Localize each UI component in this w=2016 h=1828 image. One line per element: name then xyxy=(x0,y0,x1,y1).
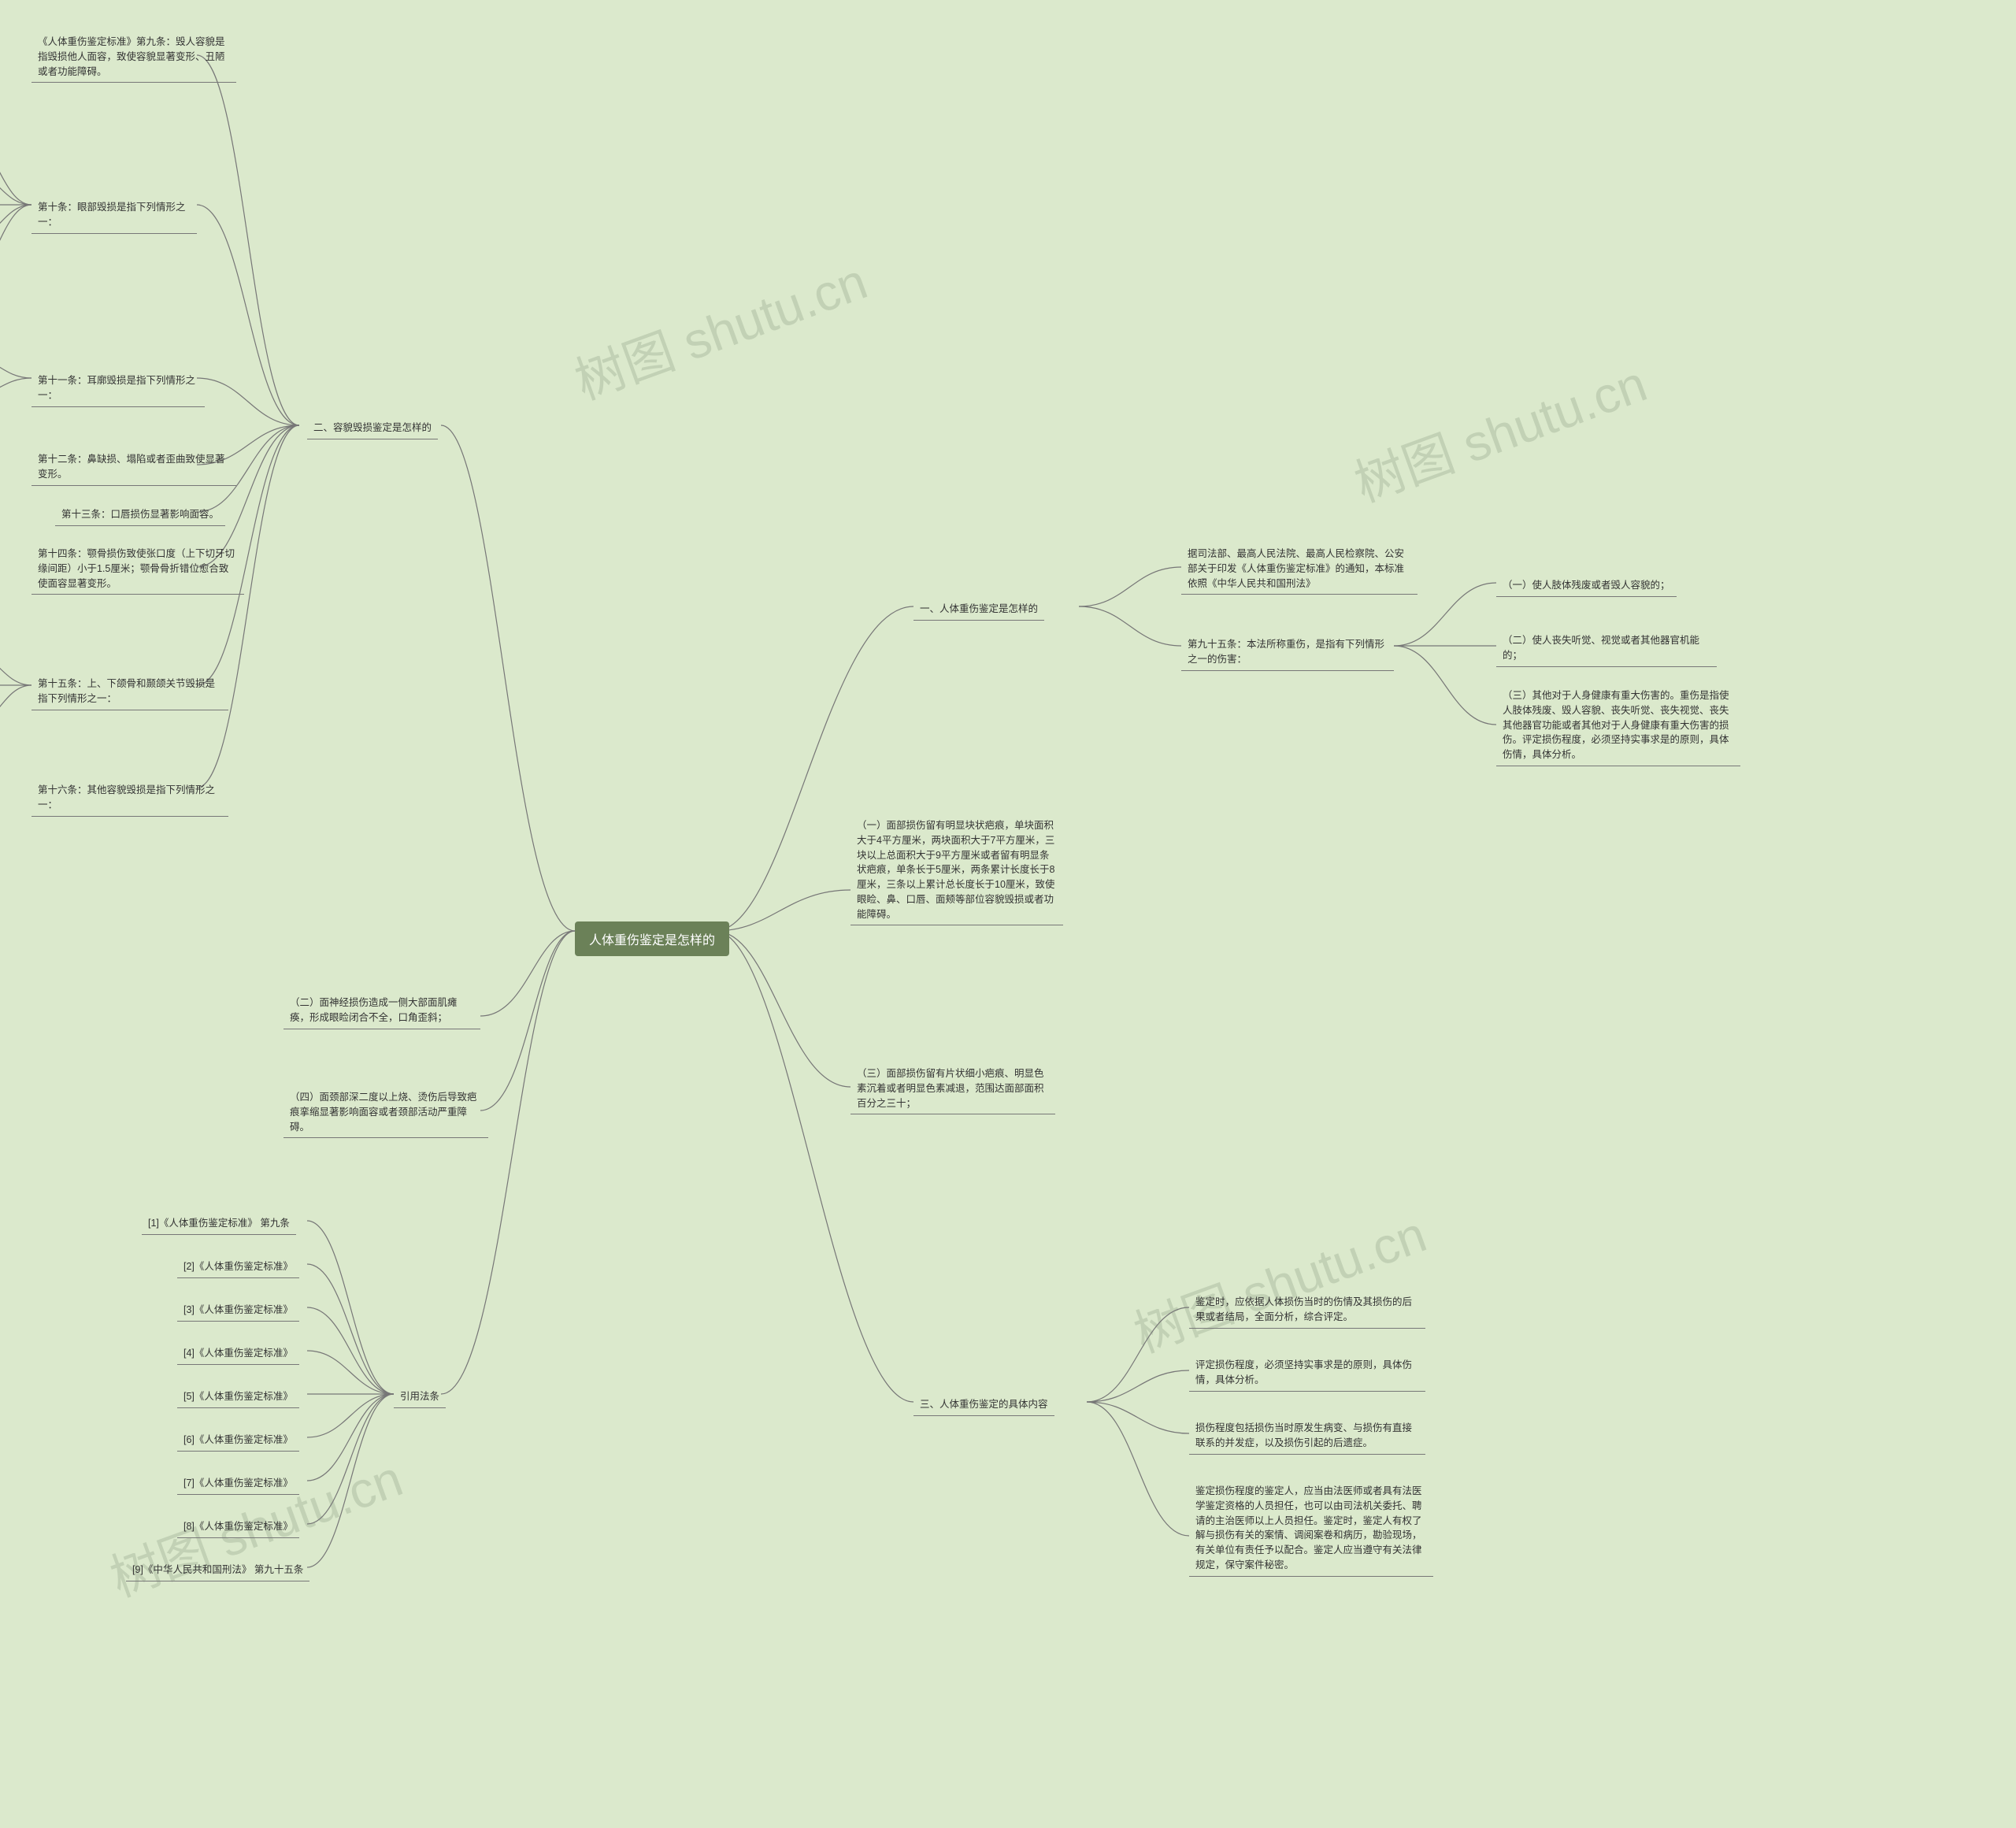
s2-art12: 第十二条：鼻缺损、塌陷或者歪曲致使显著变形。 xyxy=(32,449,236,486)
ref-item: [4]《人体重伤鉴定标准》 xyxy=(177,1343,299,1365)
section-1-title[interactable]: 一、人体重伤鉴定是怎样的 xyxy=(914,599,1044,621)
left-g2: （二）面神经损伤造成一侧大部面肌瘫痪，形成眼睑闭合不全，口角歪斜； xyxy=(284,992,480,1029)
s1-leaf-a: （一）使人肢体残废或者毁人容貌的； xyxy=(1496,575,1677,597)
right-g3: （三）面部损伤留有片状细小疤痕、明显色素沉着或者明显色素减退，范围达面部面积百分… xyxy=(850,1063,1055,1114)
ref-item: [8]《人体重伤鉴定标准》 xyxy=(177,1516,299,1538)
ref-item: [6]《人体重伤鉴定标准》 xyxy=(177,1429,299,1452)
ref-item: [2]《人体重伤鉴定标准》 xyxy=(177,1256,299,1278)
ref-item: [1]《人体重伤鉴定标准》 第九条 xyxy=(142,1213,296,1235)
left-g4: （四）面颈部深二度以上烧、烫伤后导致疤痕挛缩显著影响面容或者颈部活动严重障碍。 xyxy=(284,1087,488,1138)
s3-leaf-d: 鉴定损伤程度的鉴定人，应当由法医师或者具有法医学鉴定资格的人员担任，也可以由司法… xyxy=(1189,1481,1433,1577)
refs-title[interactable]: 引用法条 xyxy=(394,1386,446,1408)
ref-item: [7]《人体重伤鉴定标准》 xyxy=(177,1473,299,1495)
ref-item: [3]《人体重伤鉴定标准》 xyxy=(177,1300,299,1322)
s2-art16: 第十六条：其他容貌毁损是指下列情形之一： xyxy=(32,780,228,817)
s3-leaf-c: 损伤程度包括损伤当时原发生病变、与损伤有直接联系的并发症，以及损伤引起的后遗症。 xyxy=(1189,1418,1425,1455)
s2-art13: 第十三条：口唇损伤显著影响面容。 xyxy=(55,504,225,526)
right-g1: （一）面部损伤留有明显块状疤痕，单块面积大于4平方厘米，两块面积大于7平方厘米，… xyxy=(850,815,1063,925)
watermark: 树图 shutu.cn xyxy=(1123,1194,1435,1366)
ref-item: [9]《中华人民共和国刑法》 第九十五条 xyxy=(126,1559,309,1581)
s1-art95: 第九十五条：本法所称重伤，是指有下列情形之一的伤害： xyxy=(1181,634,1394,671)
s1-intro: 据司法部、最高人民法院、最高人民检察院、公安部关于印发《人体重伤鉴定标准》的通知… xyxy=(1181,543,1418,595)
watermark: 树图 shutu.cn xyxy=(564,241,876,413)
s1-leaf-c: （三）其他对于人身健康有重大伤害的。重伤是指使人肢体残废、毁人容貌、丧失听觉、丧… xyxy=(1496,685,1740,766)
s2-art9: 《人体重伤鉴定标准》第九条：毁人容貌是指毁损他人面容，致使容貌显著变形、丑陋或者… xyxy=(32,32,236,83)
root-node[interactable]: 人体重伤鉴定是怎样的 xyxy=(575,921,729,956)
s2-art11: 第十一条：耳廓毁损是指下列情形之一： xyxy=(32,370,205,407)
s3-leaf-b: 评定损伤程度，必须坚持实事求是的原则，具体伤情，具体分析。 xyxy=(1189,1355,1425,1392)
section-2-title[interactable]: 二、容貌毁损鉴定是怎样的 xyxy=(307,417,438,439)
s2-art14: 第十四条：颚骨损伤致使张口度（上下切牙切缘间距）小于1.5厘米；颚骨骨折错位愈合… xyxy=(32,543,244,595)
ref-item: [5]《人体重伤鉴定标准》 xyxy=(177,1386,299,1408)
s2-art15: 第十五条：上、下颌骨和颞颌关节毁损是指下列情形之一： xyxy=(32,673,228,710)
section-3-title[interactable]: 三、人体重伤鉴定的具体内容 xyxy=(914,1394,1054,1416)
s3-leaf-a: 鉴定时，应依据人体损伤当时的伤情及其损伤的后果或者结局，全面分析，综合评定。 xyxy=(1189,1292,1425,1329)
watermark: 树图 shutu.cn xyxy=(1343,343,1655,516)
s2-art10: 第十条：眼部毁损是指下列情形之一： xyxy=(32,197,197,234)
s1-leaf-b: （二）使人丧失听觉、视觉或者其他器官机能的； xyxy=(1496,630,1717,667)
